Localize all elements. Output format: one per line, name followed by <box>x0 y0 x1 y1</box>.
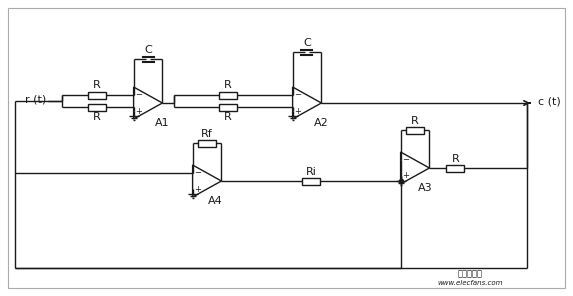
Text: C: C <box>303 38 311 48</box>
Text: R: R <box>411 116 419 126</box>
Text: c (t): c (t) <box>537 96 560 106</box>
Bar <box>219 91 237 99</box>
Bar <box>406 126 424 133</box>
Text: A3: A3 <box>418 183 432 193</box>
Text: Rf: Rf <box>201 129 213 139</box>
Text: −: − <box>194 168 201 178</box>
Text: −: − <box>294 91 301 99</box>
Text: A4: A4 <box>207 196 222 206</box>
Text: A2: A2 <box>313 118 328 128</box>
Text: −: − <box>135 91 142 99</box>
Text: R: R <box>224 80 232 90</box>
Text: R: R <box>93 112 101 122</box>
Text: 电子发烧友: 电子发烧友 <box>457 269 482 279</box>
Text: +: + <box>294 107 301 115</box>
Text: +: + <box>194 184 201 194</box>
Text: www.elecfans.com: www.elecfans.com <box>437 280 503 286</box>
Bar <box>302 178 320 184</box>
Text: Ri: Ri <box>305 167 316 177</box>
Bar <box>198 139 216 147</box>
Text: R: R <box>224 112 232 122</box>
Text: +: + <box>135 107 142 115</box>
Text: −: − <box>402 155 409 165</box>
Text: C: C <box>144 45 152 55</box>
Text: A1: A1 <box>155 118 169 128</box>
Bar <box>88 91 106 99</box>
Bar <box>219 104 237 110</box>
Bar <box>446 165 464 171</box>
Text: R: R <box>93 80 101 90</box>
Text: +: + <box>402 171 409 181</box>
Text: r (t): r (t) <box>25 94 46 104</box>
Text: R: R <box>452 154 460 164</box>
Bar <box>88 104 106 110</box>
